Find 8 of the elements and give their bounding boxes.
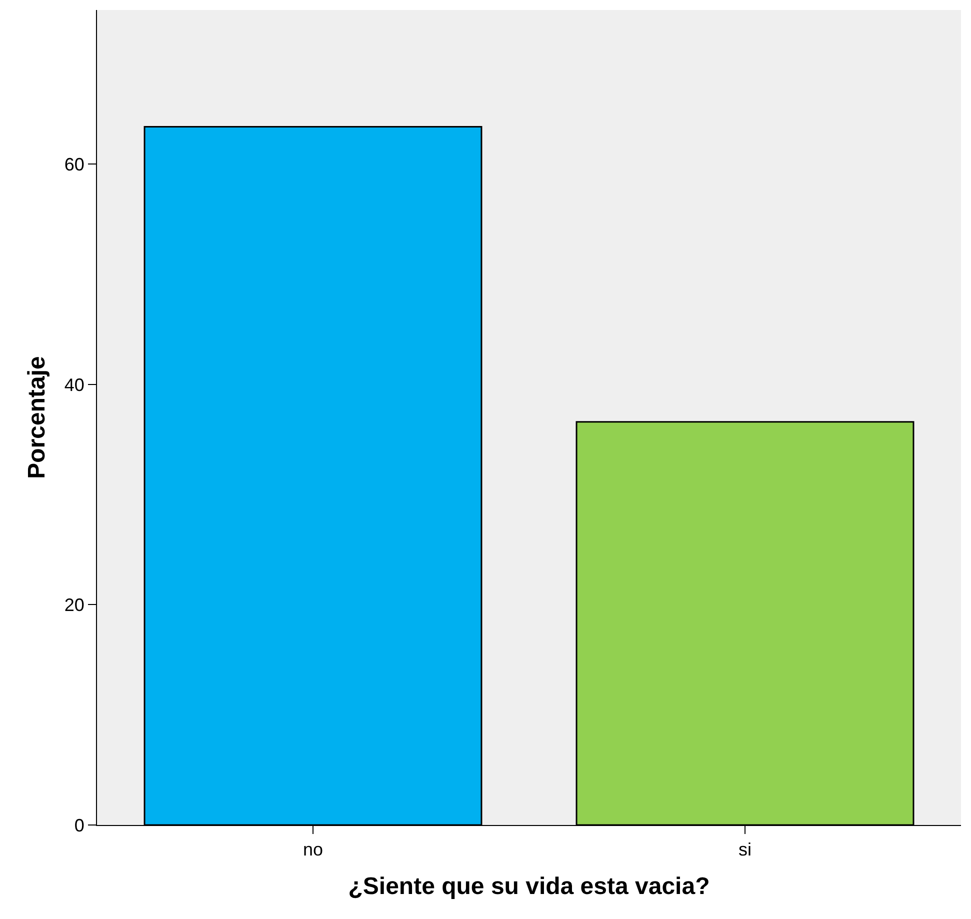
y-tick-label: 0 [74,815,84,836]
y-tick-label: 40 [64,374,84,395]
x-tick-label: si [738,840,752,860]
y-axis-title: Porcentaje [23,356,50,479]
y-tick-label: 60 [64,154,84,174]
y-tick-label: 20 [64,595,84,616]
x-axis-title: ¿Siente que su vida esta vacia? [348,872,710,900]
x-tick-label: no [302,840,324,860]
